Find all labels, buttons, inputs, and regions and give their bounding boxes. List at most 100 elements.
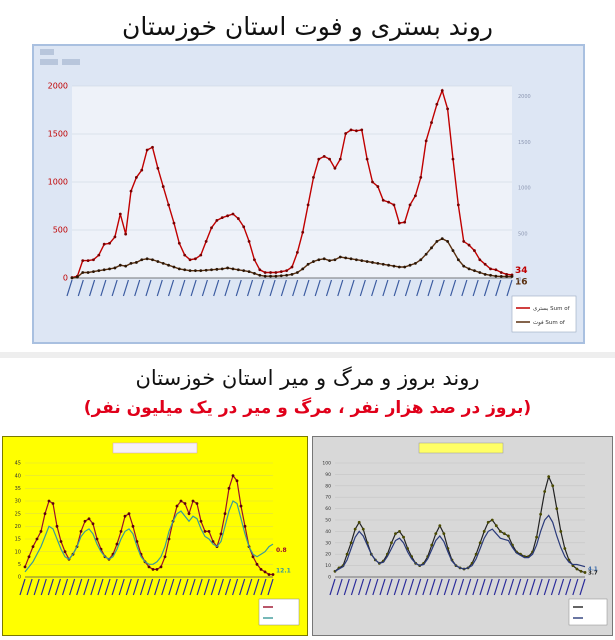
x-tick-label-placeholder — [429, 578, 436, 596]
data-point — [408, 203, 412, 207]
data-point — [267, 573, 271, 576]
data-point — [328, 259, 331, 263]
data-point — [271, 573, 275, 576]
x-tick-label-placeholder — [427, 279, 434, 297]
data-point — [199, 269, 203, 273]
data-point — [95, 537, 99, 541]
data-point — [43, 512, 47, 516]
data-point — [290, 265, 294, 269]
data-point — [583, 571, 587, 574]
y-tick-label: 10 — [15, 549, 21, 555]
data-point — [92, 270, 95, 273]
data-point — [333, 166, 337, 170]
data-point — [167, 263, 170, 267]
data-point — [285, 273, 289, 277]
x-tick-label-placeholder — [69, 578, 76, 596]
incidence-chart-panel: 0 5 10 15 20 25 30 35 40 45 12.1 0.8 — [2, 436, 308, 636]
data-point — [23, 565, 27, 569]
hospitalization-chart: 050010001500200034160500100015002000بستر… — [40, 49, 577, 333]
x-tick-label-placeholder — [267, 578, 274, 596]
x-tick-label-placeholder — [134, 279, 141, 297]
data-point — [97, 253, 101, 257]
data-point — [446, 240, 450, 243]
data-point — [236, 268, 240, 272]
secondary-axis-tick: 1500 — [518, 140, 531, 146]
data-point — [354, 129, 358, 133]
data-point — [235, 479, 239, 483]
x-tick-label-placeholder — [280, 279, 287, 297]
data-point — [489, 267, 492, 271]
x-tick-label-placeholder — [54, 578, 62, 596]
data-point — [365, 157, 369, 161]
x-tick-label-placeholder — [61, 578, 69, 596]
data-point — [183, 268, 187, 272]
legend-box — [511, 295, 577, 333]
x-tick-label-placeholder — [404, 279, 412, 297]
y-tick-label: 50 — [325, 518, 331, 524]
x-tick-label-placeholder — [329, 578, 336, 596]
x-tick-label-placeholder — [472, 578, 479, 596]
data-point — [35, 537, 39, 541]
y-tick-label: 15 — [15, 537, 21, 543]
data-point — [243, 524, 247, 528]
end-value-label: 0.8 — [276, 547, 287, 554]
end-value-label: 16 — [515, 278, 528, 288]
y-tick-label: 30 — [15, 499, 21, 505]
mortality-chart-panel: 0 10 20 30 40 50 60 70 80 90 100 4.1 3.7 — [312, 436, 613, 636]
data-point — [242, 225, 246, 229]
x-tick-label-placeholder — [168, 578, 175, 596]
data-point — [81, 259, 85, 263]
x-tick-label-placeholder — [359, 279, 366, 297]
x-tick-label-placeholder — [536, 578, 543, 596]
x-tick-label-placeholder — [246, 279, 254, 297]
x-tick-label-placeholder — [565, 578, 572, 596]
x-tick-label-placeholder — [506, 279, 513, 297]
data-point — [473, 249, 476, 252]
toolbar-chip — [40, 59, 58, 65]
data-point — [398, 530, 401, 533]
secondary-axis-tick: 500 — [518, 231, 528, 237]
y-tick-label: 0 — [328, 575, 331, 581]
data-point — [563, 547, 567, 550]
y-tick-label: 60 — [325, 506, 331, 512]
data-point — [317, 157, 321, 161]
data-point — [371, 180, 374, 184]
x-tick-label-placeholder — [393, 578, 400, 596]
data-point — [424, 139, 428, 143]
data-point — [183, 502, 187, 505]
x-tick-label-placeholder — [125, 578, 132, 596]
x-tick-label-placeholder — [486, 578, 493, 596]
data-point — [263, 274, 267, 278]
data-point — [451, 157, 455, 161]
data-point — [31, 545, 35, 548]
data-point — [301, 230, 305, 234]
secondary-axis-tick: 0 — [518, 277, 521, 283]
data-point — [140, 168, 144, 172]
chart-title-incidence: روند بروز و مرگ و میر استان خوزستان — [135, 366, 480, 390]
x-tick-label-placeholder — [515, 578, 522, 596]
data-point — [167, 203, 170, 207]
data-point — [408, 263, 412, 267]
x-tick-label-placeholder — [350, 578, 358, 596]
data-point — [547, 475, 551, 479]
data-point — [194, 269, 197, 273]
data-point — [317, 258, 321, 262]
data-point — [269, 274, 272, 278]
data-point — [474, 552, 478, 556]
data-point — [135, 540, 139, 543]
x-tick-label-placeholder — [175, 578, 182, 596]
x-tick-label-placeholder — [493, 578, 500, 596]
data-point — [27, 555, 31, 559]
y-tick-label: 35 — [15, 486, 21, 492]
x-tick-label-placeholder — [111, 578, 118, 596]
y-tick-label: 45 — [15, 461, 21, 467]
x-tick-label-placeholder — [382, 279, 389, 297]
x-tick-label-placeholder — [483, 279, 491, 297]
data-point — [258, 273, 262, 277]
data-point — [419, 258, 423, 262]
data-point — [113, 266, 117, 270]
data-point — [51, 502, 55, 505]
data-point — [231, 212, 235, 216]
x-tick-label-placeholder — [145, 279, 152, 297]
x-tick-label-placeholder — [196, 578, 203, 596]
